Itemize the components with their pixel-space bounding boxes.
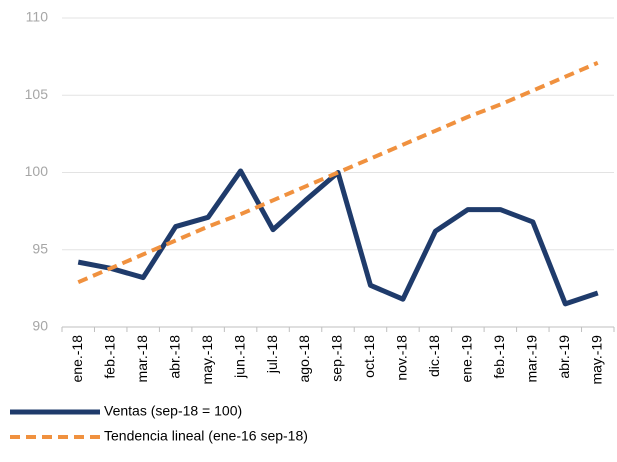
legend-label: Ventas (sep-18 = 100) — [104, 403, 242, 419]
y-tick-label: 100 — [25, 163, 49, 179]
x-tick-label: feb.-18 — [101, 335, 117, 379]
x-tick-label: feb.-19 — [491, 335, 507, 379]
x-tick-label: abr.-19 — [556, 335, 572, 379]
x-tick-label: sep.-18 — [329, 335, 345, 382]
x-tick-label: may.-18 — [199, 335, 215, 385]
x-tick-label: ene.-18 — [69, 335, 85, 383]
x-tick-label: ago.-18 — [296, 335, 312, 383]
x-tick-label: dic.-18 — [426, 335, 442, 377]
x-tick-label: jul.-18 — [264, 335, 280, 374]
x-tick-label: mar.-18 — [134, 335, 150, 383]
x-tick-label: abr.-18 — [166, 335, 182, 379]
y-tick-label: 95 — [32, 240, 48, 256]
series-line — [77, 60, 599, 285]
y-tick-label: 110 — [26, 9, 49, 25]
series-line — [77, 168, 599, 307]
x-tick-label: ene.-19 — [459, 335, 475, 383]
y-tick-label: 90 — [32, 318, 48, 334]
y-tick-label: 105 — [25, 86, 49, 102]
x-tick-label: oct.-18 — [361, 335, 377, 378]
x-tick-label: jun.-18 — [231, 335, 247, 379]
x-tick-label: nov.-18 — [394, 335, 410, 381]
x-tick-label: may.-19 — [588, 335, 604, 385]
legend-label: Tendencia lineal (ene-16 sep-18) — [104, 428, 308, 444]
x-tick-label: mar.-19 — [524, 335, 540, 383]
